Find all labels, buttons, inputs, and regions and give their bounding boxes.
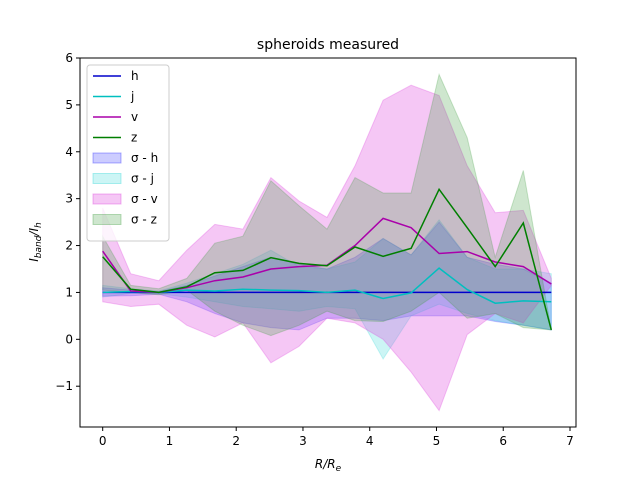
x-axis-label: R/Re — [315, 457, 342, 474]
legend-swatch-sigma-h — [92, 152, 122, 164]
y-tick-label: 1 — [65, 285, 73, 299]
y-tick-label: 5 — [65, 98, 73, 112]
x-axis-label-sub: e — [336, 464, 342, 474]
series-line-z — [102, 187, 553, 331]
x-axis-label-main: R/R — [315, 457, 336, 471]
y-tick-label: −1 — [55, 379, 73, 393]
legend-label-z: z — [131, 131, 137, 145]
x-tick-label: 6 — [499, 434, 507, 448]
legend-swatch-sigma-z — [92, 214, 122, 225]
x-tick-label: 2 — [232, 434, 240, 448]
bands-layer — [102, 72, 552, 412]
chart-title: spheroids measured — [257, 37, 399, 53]
y-axis-label-sub2: h — [34, 222, 44, 228]
legend-label-sigma-h: σ - h — [131, 151, 158, 165]
legend-label-sigma-j: σ - j — [131, 172, 154, 186]
y-axis-label-main: I — [27, 258, 41, 262]
legend-label-h: h — [131, 69, 139, 83]
y-tick-label: 2 — [65, 239, 73, 253]
legend-label-j: j — [130, 90, 134, 104]
legend-swatch-sigma-v — [92, 193, 122, 205]
y-axis-label-sub1: band — [34, 235, 44, 258]
y-tick-label: 3 — [65, 192, 73, 206]
band-sigma-v — [102, 84, 552, 412]
y-tick-label: 0 — [65, 332, 73, 346]
axes-frame — [79, 57, 577, 428]
legend-label-v: v — [131, 110, 138, 124]
legend-box — [86, 64, 170, 242]
y-axis-label: Iband/Ih — [27, 222, 44, 262]
legend-label-sigma-v: σ - v — [131, 192, 158, 206]
legend-swatch-sigma-j — [92, 173, 122, 184]
band-sigma-z — [102, 72, 552, 337]
x-tick-label: 5 — [433, 434, 441, 448]
x-tick-label: 7 — [566, 434, 574, 448]
lines-layer — [102, 187, 553, 331]
x-axis-ticks: 0 1 2 3 4 5 6 7 — [99, 427, 574, 448]
y-tick-label: 6 — [65, 51, 73, 65]
x-tick-label: 3 — [299, 434, 307, 448]
y-tick-label: 4 — [65, 145, 73, 159]
legend-label-sigma-z: σ - z — [131, 213, 157, 227]
y-axis-ticks: −1 0 1 2 3 4 5 6 — [55, 51, 80, 393]
y-axis-label-mid: /I — [27, 228, 41, 237]
series-line-j — [102, 267, 552, 304]
x-tick-label: 4 — [366, 434, 374, 448]
x-tick-label: 0 — [99, 434, 107, 448]
x-tick-label: 1 — [166, 434, 174, 448]
